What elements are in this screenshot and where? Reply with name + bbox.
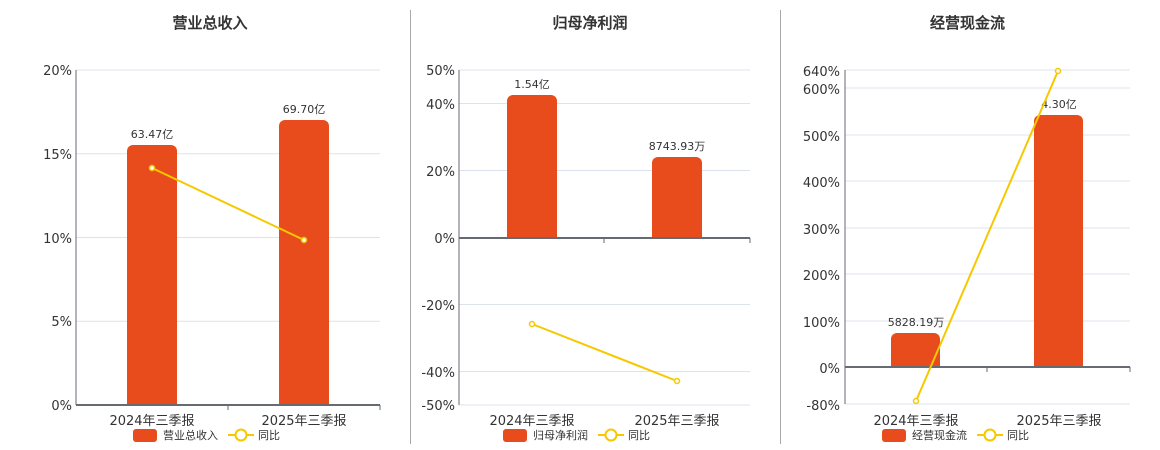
y-tick: -80% bbox=[806, 399, 840, 414]
x-axis-labels: 2024年三季报 2025年三季报 bbox=[109, 414, 346, 429]
y-tick: 0% bbox=[434, 232, 455, 247]
y-tick: 5% bbox=[51, 315, 72, 330]
legend: 归母净利润 同比 bbox=[503, 427, 650, 443]
bar-2025 bbox=[1034, 115, 1083, 367]
chart-panel-net-profit: 归母净利润 50% 40% 20% 0% -20% -40% -50% 1.54… bbox=[400, 0, 780, 450]
y-tick: 400% bbox=[803, 176, 840, 191]
legend-bar-swatch[interactable] bbox=[133, 428, 157, 442]
legend-bar-label[interactable]: 营业总收入 bbox=[163, 429, 218, 442]
bar-2025 bbox=[279, 120, 329, 405]
bar-2025 bbox=[652, 157, 702, 238]
legend-line-label[interactable]: 同比 bbox=[258, 429, 280, 442]
chart-panel-revenue: 营业总收入 20% 15% 10% 5% 0% 63.47亿 69.70亿 bbox=[0, 0, 400, 450]
chart-plot: 50% 40% 20% 0% -20% -40% -50% 1.54亿 8743… bbox=[421, 64, 751, 429]
yoy-line bbox=[912, 67, 1062, 405]
panel-divider bbox=[780, 10, 781, 444]
yoy-line bbox=[528, 320, 681, 385]
legend-line-icon[interactable] bbox=[977, 428, 1003, 442]
bars bbox=[507, 95, 702, 238]
chart-plot: 20% 15% 10% 5% 0% 63.47亿 69.70亿 2024年三季报… bbox=[43, 64, 381, 429]
bar-2024 bbox=[127, 145, 177, 405]
bar-label: 4.30亿 bbox=[1041, 98, 1077, 111]
bar-label: 5828.19万 bbox=[888, 316, 945, 329]
y-tick: 15% bbox=[43, 148, 72, 163]
x-tick: 2024年三季报 bbox=[489, 414, 574, 429]
x-axis-labels: 2024年三季报 2025年三季报 bbox=[873, 414, 1101, 429]
bars bbox=[891, 115, 1083, 367]
bar-label: 1.54亿 bbox=[514, 78, 550, 91]
y-tick: 50% bbox=[426, 64, 455, 79]
y-tick: 20% bbox=[43, 64, 72, 79]
bar-value-labels: 1.54亿 8743.93万 bbox=[514, 78, 705, 153]
y-tick: 10% bbox=[43, 232, 72, 247]
grid-lines bbox=[76, 69, 380, 322]
legend: 经营现金流 同比 bbox=[882, 427, 1029, 443]
chart-plot: 640% 600% 500% 400% 300% 200% 100% 0% -8… bbox=[803, 65, 1131, 429]
y-tick: 200% bbox=[803, 269, 840, 284]
y-axis-labels: 20% 15% 10% 5% 0% bbox=[43, 64, 72, 414]
bar-label: 63.47亿 bbox=[131, 128, 174, 141]
legend-bar-label[interactable]: 归母净利润 bbox=[533, 429, 588, 442]
y-tick: 0% bbox=[51, 399, 72, 414]
x-tick: 2025年三季报 bbox=[1016, 414, 1101, 429]
bar-label: 8743.93万 bbox=[649, 140, 706, 153]
bar-2024 bbox=[507, 95, 557, 238]
legend-line-label[interactable]: 同比 bbox=[1007, 429, 1029, 442]
y-tick: 0% bbox=[819, 362, 840, 377]
legend-bar-swatch[interactable] bbox=[882, 428, 906, 442]
y-tick: 100% bbox=[803, 316, 840, 331]
y-tick: -50% bbox=[421, 399, 455, 414]
y-tick: 20% bbox=[426, 165, 455, 180]
x-tick: 2025年三季报 bbox=[261, 414, 346, 429]
legend-line-icon[interactable] bbox=[598, 428, 624, 442]
chart-panel-operating-cash-flow: 经营现金流 640% 600% 500% 400% 300% 200% 100%… bbox=[775, 0, 1160, 450]
bar-value-labels: 5828.19万 4.30亿 bbox=[888, 98, 1077, 329]
legend-bar-swatch[interactable] bbox=[503, 428, 527, 442]
y-tick: 600% bbox=[803, 83, 840, 98]
y-tick: -20% bbox=[421, 299, 455, 314]
panel-divider bbox=[410, 10, 411, 444]
bar-label: 69.70亿 bbox=[283, 103, 326, 116]
y-tick: -40% bbox=[421, 366, 455, 381]
y-axis-labels: 50% 40% 20% 0% -20% -40% -50% bbox=[421, 64, 455, 414]
bar-2024 bbox=[891, 333, 940, 367]
chart-title: 营业总收入 bbox=[172, 14, 248, 32]
x-tick: 2024年三季报 bbox=[109, 414, 194, 429]
x-axis-labels: 2024年三季报 2025年三季报 bbox=[489, 414, 719, 429]
legend-line-icon[interactable] bbox=[228, 428, 254, 442]
chart-title: 归母净利润 bbox=[552, 14, 628, 32]
y-tick: 500% bbox=[803, 130, 840, 145]
x-tick: 2025年三季报 bbox=[634, 414, 719, 429]
legend: 营业总收入 同比 bbox=[133, 427, 280, 443]
y-tick: 40% bbox=[426, 98, 455, 113]
y-axis-labels: 640% 600% 500% 400% 300% 200% 100% 0% -8… bbox=[803, 65, 840, 414]
bar-value-labels: 63.47亿 69.70亿 bbox=[131, 103, 326, 141]
y-tick: 640% bbox=[803, 65, 840, 80]
yoy-line bbox=[148, 164, 308, 244]
y-tick: 300% bbox=[803, 223, 840, 238]
x-tick: 2024年三季报 bbox=[873, 414, 958, 429]
chart-title: 经营现金流 bbox=[929, 14, 1005, 32]
legend-bar-label[interactable]: 经营现金流 bbox=[912, 429, 967, 442]
bars bbox=[127, 120, 329, 405]
grid-lines bbox=[845, 69, 1130, 405]
legend-line-label[interactable]: 同比 bbox=[628, 429, 650, 442]
